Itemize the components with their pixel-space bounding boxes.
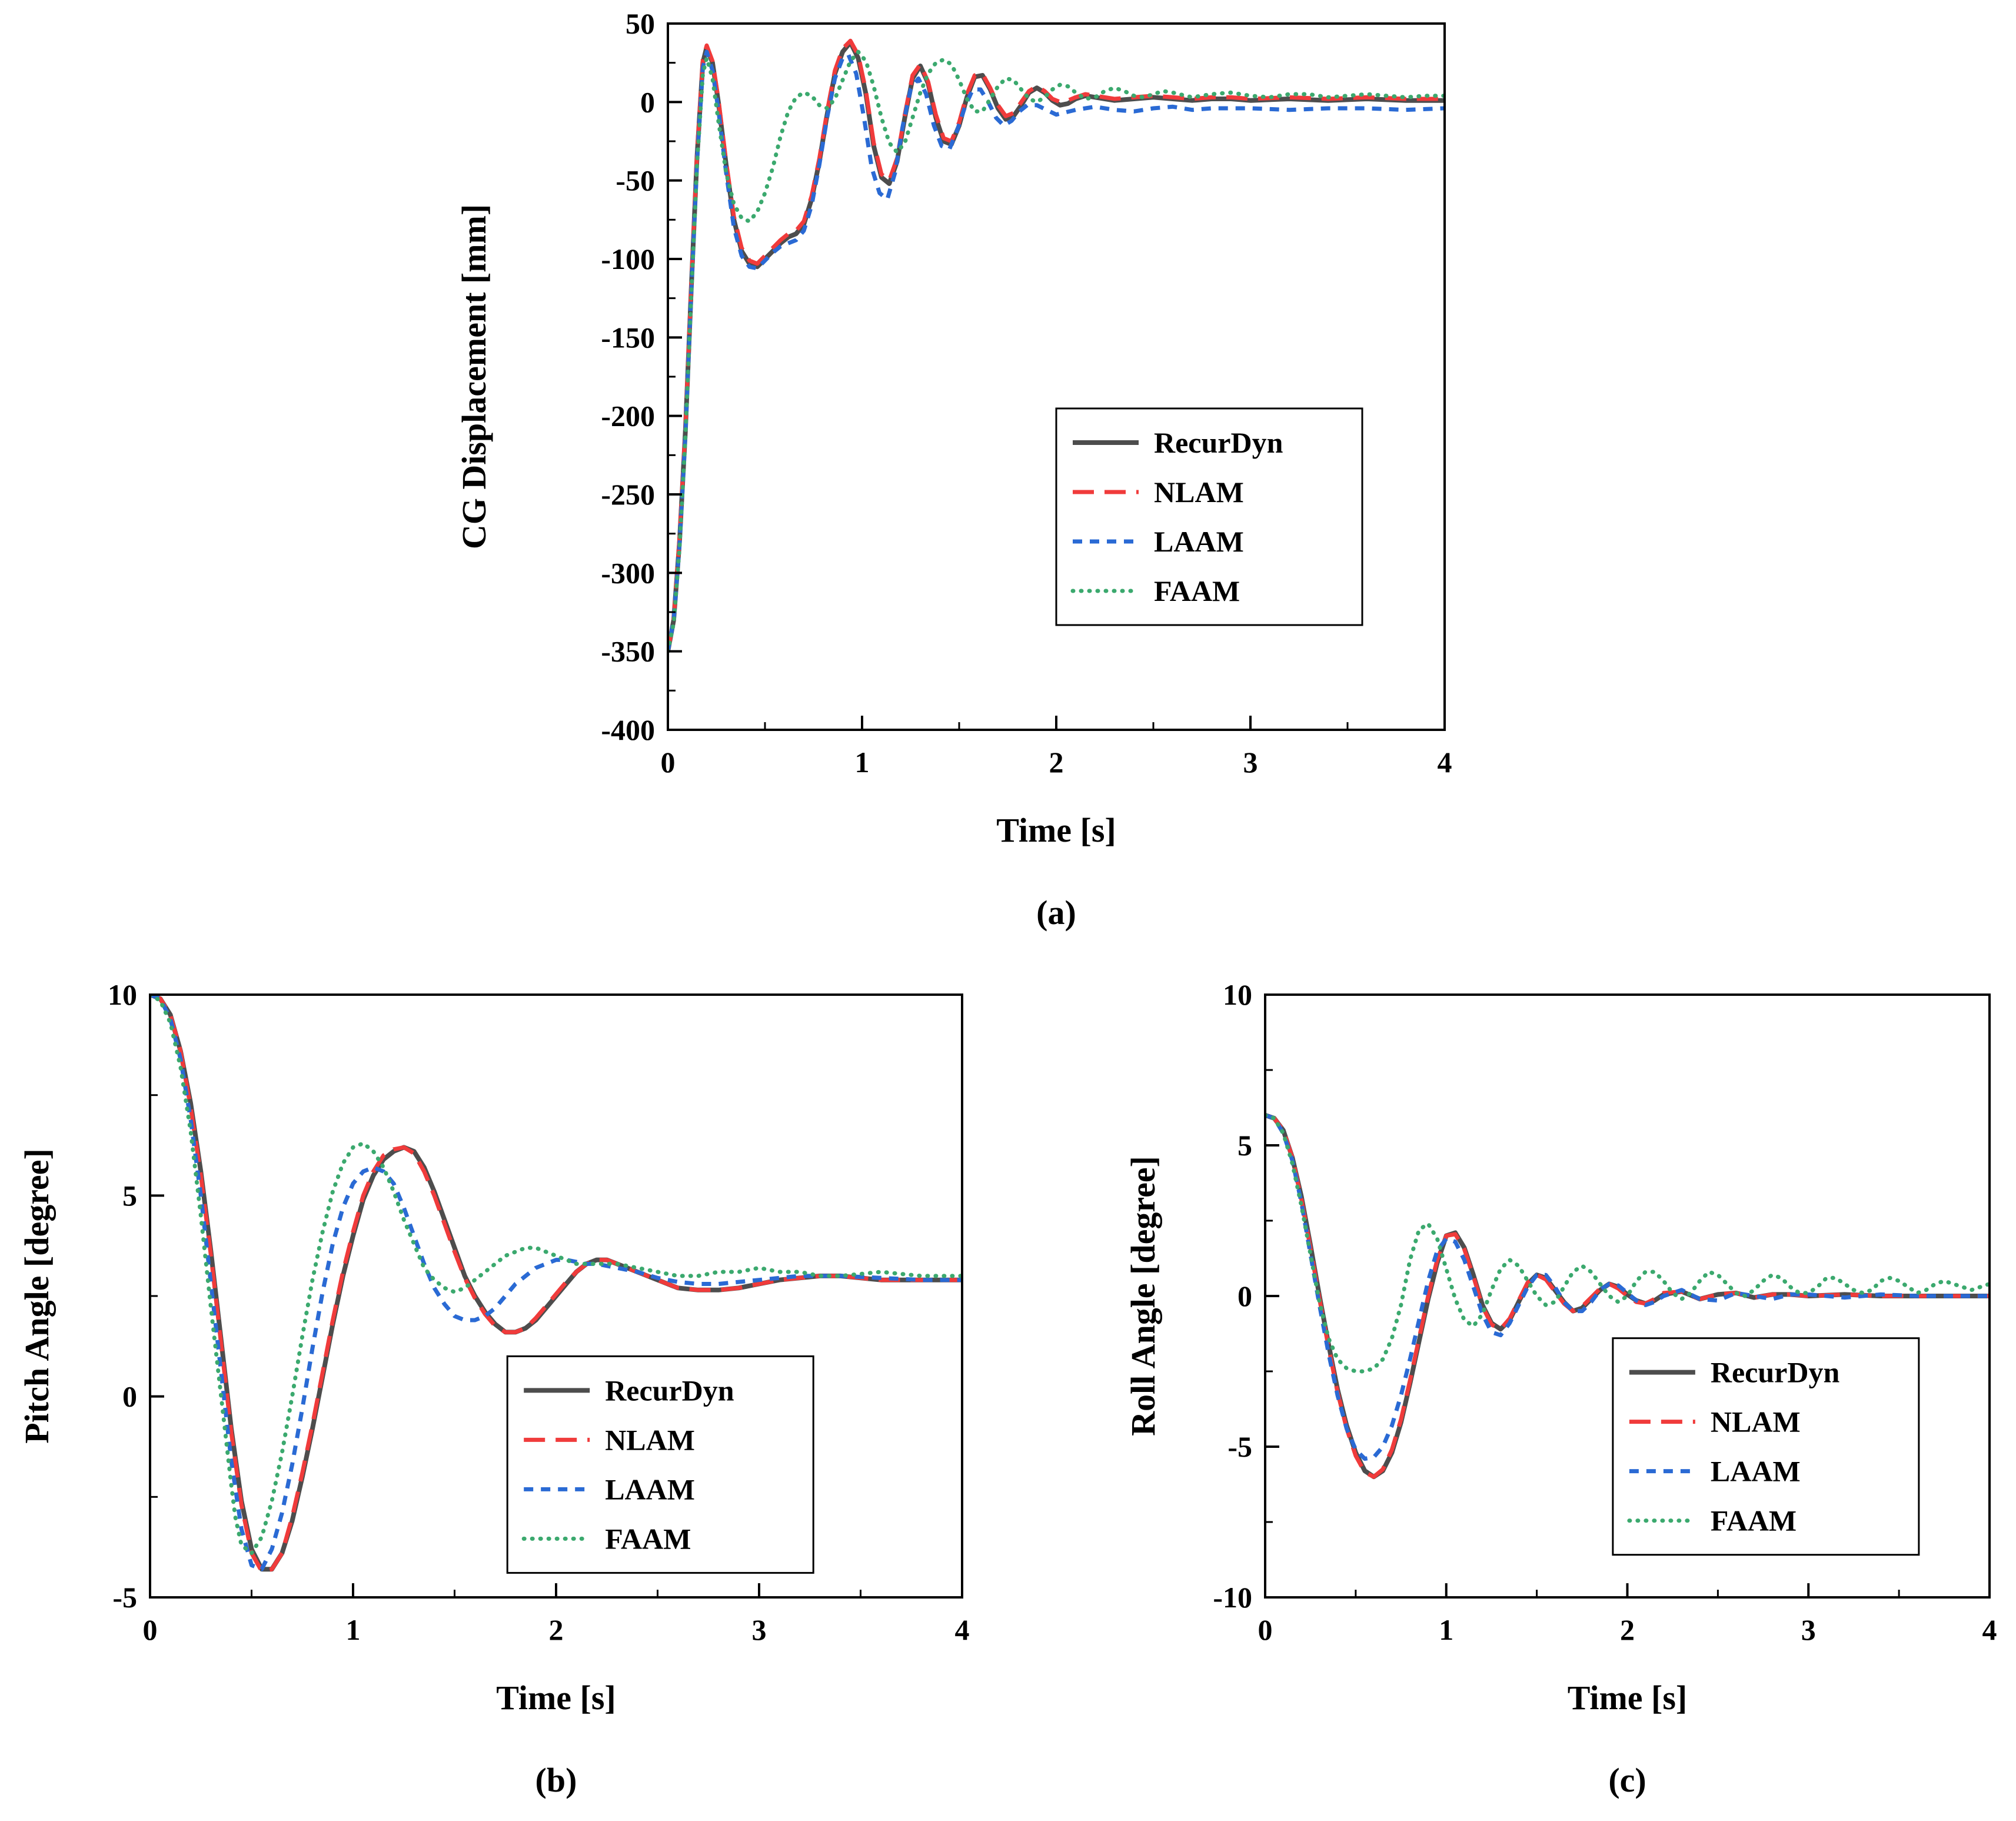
x-tick-label: 1 [1439, 1613, 1453, 1646]
y-tick-label: 10 [108, 978, 137, 1011]
chart-a-svg: 0 1 2 3 4 50 0 -50 -100 -150 -200 -250 -300 -350 -400 T… [455, 7, 1452, 932]
y-tick-label: 5 [1237, 1129, 1252, 1162]
x-tick-label: 0 [661, 746, 676, 779]
y-tick-label: 5 [122, 1179, 137, 1212]
y-tick-label: 10 [1223, 978, 1252, 1011]
y-tick-label: -50 [616, 164, 655, 197]
legend-label-faam: FAAM [605, 1522, 691, 1555]
series-line-laam [668, 49, 1445, 652]
legend: RecurDyn NLAM LAAM FAAM [1055, 407, 1363, 626]
legend-label-nlam: NLAM [605, 1423, 695, 1456]
series-group [1265, 1113, 1990, 1480]
chart-pitch-angle: 0 1 2 3 4 10 5 0 -5 Time [s] Pitch Angle [degree](… [12, 974, 989, 1821]
series-line-laam [1265, 1113, 1990, 1461]
x-axis-label: Time [s] [496, 1679, 616, 1717]
y-tick-label: -300 [601, 556, 655, 589]
y-tick-label: 0 [1237, 1280, 1252, 1312]
series-line-faam [1265, 1113, 1990, 1374]
y-axis-label: Pitch Angle [degree] [18, 1148, 56, 1443]
legend: RecurDyn NLAM LAAM FAAM [1612, 1337, 1920, 1556]
x-tick-label: 2 [1620, 1613, 1635, 1646]
x-tick-label: 1 [855, 746, 870, 779]
chart-caption: (b) [535, 1761, 577, 1799]
chart-caption: (c) [1608, 1761, 1646, 1799]
y-tick-label: -5 [1227, 1430, 1252, 1463]
series-line-nlam [150, 995, 962, 1574]
legend: RecurDyn NLAM LAAM FAAM [506, 1355, 814, 1574]
chart-c-svg: 0 1 2 3 4 10 5 0 -5 -10 Time [s] Roll Angle [degree… [1124, 978, 1997, 1799]
y-tick-label: -200 [601, 400, 655, 433]
y-tick-label: -5 [112, 1581, 137, 1614]
x-tick-label: 4 [1982, 1613, 1997, 1646]
legend-label-recurdyn: RecurDyn [1154, 426, 1283, 459]
chart-cg-displacement: 0 1 2 3 4 50 0 -50 -100 -150 -200 -250 -300 -350 -400 T… [433, 0, 1468, 953]
series-line-faam [668, 49, 1445, 654]
y-axis-label: CG Displacement [mm] [455, 204, 493, 549]
y-tick-label: 0 [640, 85, 655, 118]
y-tick-label: 0 [122, 1380, 137, 1413]
series-line-nlam [668, 38, 1445, 652]
x-tick-label: 3 [1243, 746, 1258, 779]
legend-label-faam: FAAM [1711, 1504, 1797, 1537]
legend-label-laam: LAAM [605, 1473, 695, 1506]
y-tick-label: -400 [601, 713, 655, 746]
series-group [150, 995, 962, 1574]
legend-label-recurdyn: RecurDyn [605, 1374, 734, 1407]
legend-label-nlam: NLAM [1154, 476, 1244, 509]
legend-label-faam: FAAM [1154, 574, 1240, 607]
x-tick-label: 0 [1258, 1613, 1273, 1646]
x-tick-label: 3 [1801, 1613, 1816, 1646]
x-tick-label: 0 [143, 1613, 158, 1646]
legend-label-laam: LAAM [1711, 1455, 1801, 1488]
x-axis-label: Time [s] [1568, 1679, 1688, 1717]
x-tick-label: 1 [346, 1613, 361, 1646]
chart-roll-angle: 0 1 2 3 4 10 5 0 -5 -10 Time [s] Roll Angle [degree… [1118, 974, 2016, 1821]
x-tick-label: 2 [1049, 746, 1064, 779]
series-line-faam [150, 995, 962, 1556]
y-tick-label: -350 [601, 635, 655, 668]
x-tick-label: 2 [549, 1613, 564, 1646]
y-tick-label: -100 [601, 242, 655, 275]
x-tick-label: 4 [1438, 746, 1452, 779]
series-group [668, 38, 1445, 654]
y-tick-label: 50 [626, 7, 655, 40]
y-axis-label: Roll Angle [degree] [1124, 1156, 1162, 1436]
chart-caption: (a) [1036, 893, 1076, 932]
x-axis-label: Time [s] [996, 811, 1116, 849]
y-tick-label: -250 [601, 478, 655, 511]
x-tick-label: 4 [955, 1613, 970, 1646]
legend-label-recurdyn: RecurDyn [1711, 1356, 1840, 1389]
legend-label-laam: LAAM [1154, 525, 1244, 558]
legend-label-nlam: NLAM [1711, 1405, 1801, 1438]
y-tick-label: -150 [601, 321, 655, 354]
y-tick-label: -10 [1213, 1581, 1252, 1614]
x-tick-label: 3 [752, 1613, 767, 1646]
